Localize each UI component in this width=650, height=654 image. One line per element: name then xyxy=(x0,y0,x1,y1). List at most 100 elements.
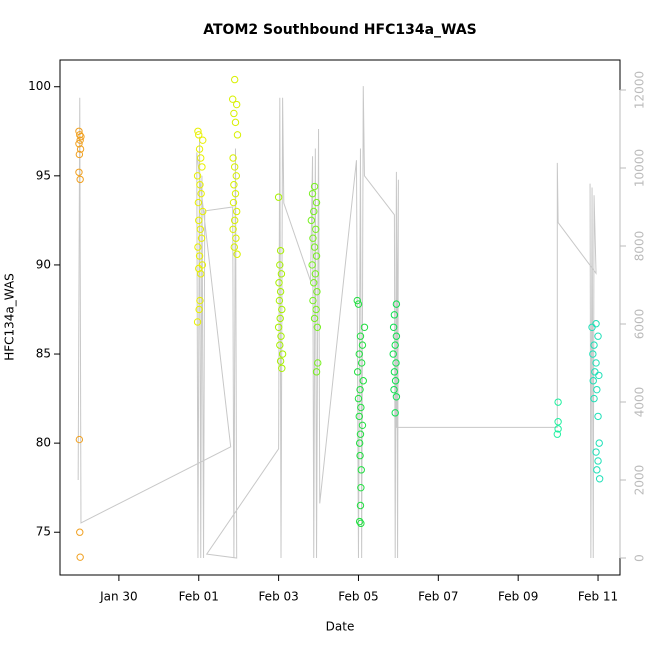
point xyxy=(390,311,399,319)
point xyxy=(199,136,207,144)
y2-tick-label: 10000 xyxy=(633,149,647,187)
point xyxy=(229,198,238,207)
point xyxy=(75,168,83,176)
point xyxy=(356,430,365,438)
point xyxy=(276,357,285,365)
point xyxy=(276,246,285,255)
point xyxy=(76,136,84,144)
point xyxy=(197,154,205,162)
point xyxy=(193,172,202,180)
point xyxy=(354,394,363,403)
point xyxy=(588,323,596,332)
y-tick-label: 100 xyxy=(28,79,51,93)
point xyxy=(197,189,205,198)
point xyxy=(391,341,399,349)
point xyxy=(312,225,320,233)
point xyxy=(592,359,600,367)
point xyxy=(198,163,206,171)
point xyxy=(554,418,562,426)
point xyxy=(278,350,287,358)
point xyxy=(278,364,286,372)
y-axis-label: HFC134a_WAS xyxy=(3,273,17,361)
point xyxy=(197,270,205,278)
point xyxy=(391,377,400,385)
point xyxy=(390,385,398,394)
point xyxy=(356,501,365,510)
x-tick-label: Jan 30 xyxy=(99,590,138,604)
point xyxy=(230,163,239,171)
altitude-line xyxy=(77,86,597,559)
point xyxy=(589,377,597,385)
y-tick-label: 75 xyxy=(36,525,51,539)
point xyxy=(392,332,401,340)
point xyxy=(554,425,562,433)
point xyxy=(360,323,369,332)
point xyxy=(593,385,601,394)
y2-tick-label: 0 xyxy=(633,554,647,562)
point xyxy=(229,225,237,233)
point xyxy=(233,250,241,258)
y2-tick-label: 8000 xyxy=(633,231,647,262)
y2-tick-label: 2000 xyxy=(633,465,647,496)
point xyxy=(389,350,397,358)
point xyxy=(277,270,286,278)
point xyxy=(230,181,238,189)
point xyxy=(353,296,361,305)
point xyxy=(592,448,600,456)
y-tick-label: 90 xyxy=(36,257,51,271)
point xyxy=(196,181,204,189)
x-axis-label: Date xyxy=(326,620,355,634)
point xyxy=(307,216,316,225)
point xyxy=(195,252,204,260)
chart-title: ATOM2 Southbound HFC134a_WAS xyxy=(203,22,477,38)
point xyxy=(194,243,202,251)
x-tick-label: Feb 01 xyxy=(179,590,219,604)
point xyxy=(595,475,604,483)
y2-tick-label: 6000 xyxy=(633,309,647,340)
point xyxy=(76,175,84,184)
point xyxy=(355,439,364,447)
point xyxy=(353,368,362,376)
y-tick-label: 85 xyxy=(36,347,51,361)
point xyxy=(309,234,317,242)
point xyxy=(392,300,401,308)
point xyxy=(355,350,363,358)
point xyxy=(355,517,364,526)
point xyxy=(229,154,237,162)
point xyxy=(195,131,203,139)
point xyxy=(590,341,598,349)
point xyxy=(358,341,367,349)
point xyxy=(232,207,241,216)
x-tick-label: Feb 05 xyxy=(338,590,378,604)
point xyxy=(594,412,602,421)
y2-tick-label: 4000 xyxy=(633,387,647,418)
point xyxy=(313,287,321,296)
point xyxy=(590,394,598,403)
point xyxy=(76,553,84,561)
point xyxy=(312,198,321,207)
point xyxy=(554,398,562,406)
point xyxy=(595,439,603,447)
point xyxy=(231,189,240,198)
point xyxy=(390,368,399,376)
point xyxy=(197,234,206,242)
point xyxy=(392,393,401,401)
point xyxy=(357,519,365,528)
point xyxy=(359,377,367,385)
point xyxy=(194,198,203,207)
point xyxy=(310,279,318,287)
point xyxy=(313,323,322,332)
point xyxy=(199,207,207,216)
point xyxy=(310,207,318,216)
point xyxy=(593,466,601,474)
x-tick-label: Feb 03 xyxy=(258,590,298,604)
point xyxy=(230,109,238,118)
point xyxy=(356,385,364,394)
point xyxy=(310,182,319,191)
point xyxy=(357,483,365,492)
point xyxy=(75,150,84,159)
point xyxy=(275,279,283,287)
point xyxy=(77,132,85,141)
point xyxy=(276,341,284,349)
